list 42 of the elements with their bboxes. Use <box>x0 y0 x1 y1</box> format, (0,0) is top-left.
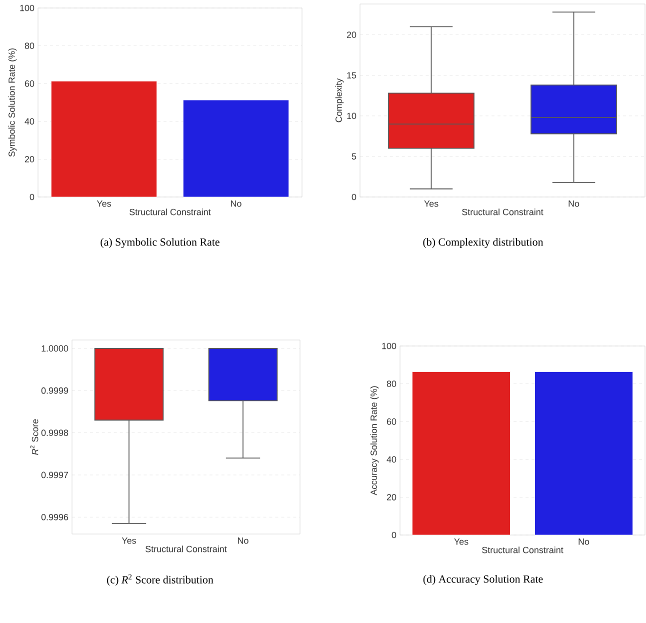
y-tick-label: 20 <box>24 156 34 162</box>
x-tick-label: No <box>231 200 242 207</box>
y-tick-label: 20 <box>346 32 356 38</box>
x-axis-title: Structural Constraint <box>462 208 544 216</box>
text: (a) Symbolic Solution Rate <box>100 238 220 248</box>
x-axis-title: Structural Constraint <box>146 546 227 552</box>
y-tick-label: 0.9997 <box>41 472 68 478</box>
y-tick-label: 40 <box>24 118 34 125</box>
text: (d) Accuracy Solution Rate <box>423 575 543 585</box>
y-tick-label: 0 <box>30 194 34 200</box>
x-tick-label: No <box>578 538 590 545</box>
y-tick-label: 0.9998 <box>41 430 68 436</box>
y-tick-label: 80 <box>386 380 396 387</box>
x-axis-title: Structural Constraint <box>130 208 211 216</box>
y-tick-label: 0.9996 <box>41 514 68 520</box>
x-tick-label: Yes <box>122 538 136 544</box>
y-tick-label: 40 <box>386 456 396 463</box>
text: (c) R$^{2}$ Score distribution <box>107 574 214 586</box>
y-tick-label: 80 <box>24 42 34 49</box>
x-tick-label: Yes <box>96 200 111 207</box>
y-axis-title: R$^{2}$ Score <box>30 419 38 455</box>
y-tick-label: 20 <box>386 494 396 500</box>
x-tick-label: Yes <box>424 200 438 207</box>
y-tick-label: 0 <box>352 194 356 200</box>
x-tick-label: Yes <box>454 538 468 545</box>
y-tick-label: 15 <box>347 72 356 78</box>
x-axis-title: Structural Constraint <box>482 546 564 554</box>
y-tick-label: 1.0000 <box>42 345 68 352</box>
y-tick-label: 100 <box>382 342 396 350</box>
y-tick-label: 0.9999 <box>41 387 68 394</box>
y-axis-title: Symbolic Solution Rate (%) <box>8 48 17 157</box>
y-tick-label: 60 <box>24 80 34 87</box>
y-tick-label: 5 <box>352 153 356 160</box>
x-tick-label: No <box>568 200 580 207</box>
y-axis-title: Accuracy Solution Rate (%) <box>370 386 379 496</box>
text: (b) Complexity distribution <box>423 238 544 248</box>
y-tick-label: 60 <box>386 418 396 425</box>
x-tick-label: No <box>238 538 248 544</box>
y-tick-label: 100 <box>20 4 34 12</box>
y-axis-title: Complexity <box>335 78 344 122</box>
y-tick-label: 10 <box>347 112 356 120</box>
y-tick-label: 0 <box>392 532 396 538</box>
